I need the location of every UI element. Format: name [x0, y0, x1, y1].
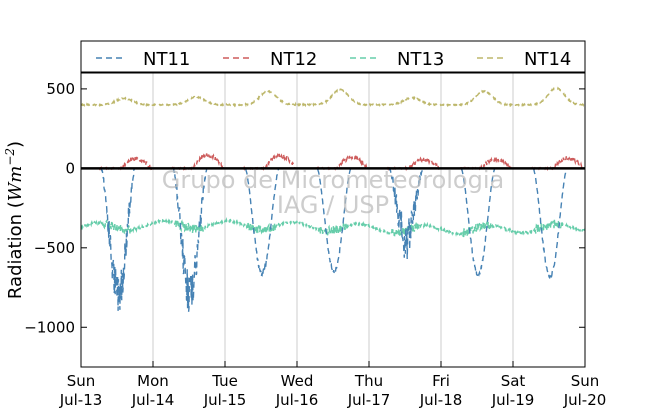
y-tick-label: −1000 — [24, 318, 75, 336]
y-axis-label: Radiation (Wm−2) — [3, 141, 26, 299]
plot-area-frame — [80, 72, 586, 368]
legend: NT11 NT12 NT13 NT14 — [80, 40, 586, 73]
series-line-nt13 — [80, 216, 586, 238]
x-tick-label: Sun — [67, 372, 96, 390]
x-tick-label: Jul-19 — [491, 391, 535, 409]
x-tick-label: Tue — [211, 372, 238, 390]
y-axis-ticks: 500 0 −500 −1000 — [24, 80, 585, 336]
grid-lines — [152, 73, 514, 367]
x-tick-label: Fri — [432, 372, 450, 390]
x-tick-label: Jul-15 — [203, 391, 247, 409]
y-label-close: ) — [5, 141, 26, 148]
x-tick-label: Sat — [501, 372, 526, 390]
legend-label-nt14: NT14 — [524, 49, 571, 70]
legend-label-nt11: NT11 — [143, 49, 190, 70]
y-tick-label: −500 — [34, 239, 75, 257]
y-label-exponent: −2 — [3, 148, 17, 166]
watermark-line-1: Grupo de Micrometeorologia — [162, 166, 504, 194]
x-tick-label: Jul-13 — [59, 391, 103, 409]
watermark-line-2: IAG / USP — [277, 191, 389, 219]
legend-box — [80, 40, 586, 73]
series-line-nt11 — [100, 166, 568, 312]
x-tick-label: Sun — [571, 372, 600, 390]
series-line-nt12 — [98, 151, 584, 172]
series-line-nt14 — [80, 86, 586, 108]
legend-label-nt13: NT13 — [397, 49, 444, 70]
legend-label-nt12: NT12 — [270, 49, 317, 70]
x-tick-label: Wed — [281, 372, 314, 390]
x-tick-label: Jul-20 — [563, 391, 607, 409]
y-label-main: Radiation ( — [5, 201, 26, 299]
y-tick-label: 0 — [65, 159, 75, 177]
y-tick-label: 500 — [46, 80, 75, 98]
y-label-unit: Wm — [5, 166, 26, 202]
x-tick-label: Jul-17 — [347, 391, 391, 409]
x-tick-label: Jul-18 — [419, 391, 463, 409]
x-tick-label: Jul-14 — [131, 391, 175, 409]
x-axis-ticks: SunJul-13MonJul-14TueJul-15WedJul-16ThuJ… — [59, 361, 607, 409]
series-layer — [80, 86, 586, 312]
x-tick-label: Thu — [354, 372, 383, 390]
x-tick-label: Mon — [137, 372, 169, 390]
x-tick-label: Jul-16 — [275, 391, 319, 409]
